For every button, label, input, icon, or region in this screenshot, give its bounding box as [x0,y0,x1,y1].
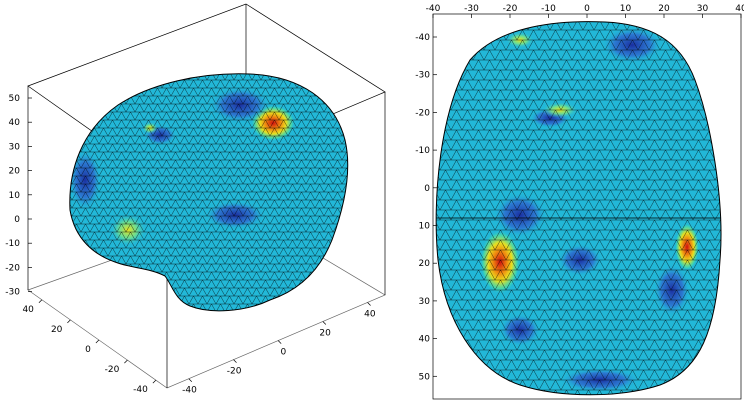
top-tick-label: 20 [658,4,670,14]
top-tick-label: 40 [735,4,744,14]
z-axis-ticks: 50 40 30 20 10 0 -10 -20 -30 [5,94,32,298]
y-tick-label: -20 [227,367,242,377]
head-surface-side [69,73,349,312]
left-tick-label: -20 [415,108,430,118]
left-axis-ticks: -40 -30 -20 -10 0 10 20 30 40 50 [415,33,437,382]
left-3d-view: 50 40 30 20 10 0 -10 -20 -30 40 20 0 -20 -40 -40 -20 0… [5,3,386,396]
top-tick-label: -10 [541,4,556,14]
head-surface-top [435,21,722,396]
left-tick-label: 40 [419,335,431,345]
left-tick-label: 0 [424,184,430,194]
left-tick-label: -30 [415,71,430,81]
left-tick-label: 20 [419,259,431,269]
top-tick-label: -40 [426,4,441,14]
y-tick-label-mark [277,340,282,344]
z-tick-label: 20 [9,167,21,177]
z-tick-label: 10 [9,191,21,201]
x-axis-ticks: 40 20 0 -20 -40 [22,299,157,395]
y-tick-label-mark [367,302,371,306]
x-tick-label: 0 [85,345,91,355]
y-tick-label: 0 [280,348,286,358]
left-tick-label: -10 [415,146,430,156]
x-tick-label: -40 [133,385,148,395]
top-tick-label: -30 [464,4,479,14]
left-tick-label: 30 [419,297,431,307]
z-tick-label: -30 [5,288,20,298]
left-tick-label: -40 [415,33,430,43]
y-tick-label-mark [233,359,237,363]
z-tick-label: 0 [14,215,20,225]
y-axis-ticks: -40 -20 0 20 40 [182,302,376,396]
top-axis-ticks: -40 -30 -20 -10 0 10 20 30 40 [426,4,744,18]
z-tick-label: -10 [5,239,20,249]
y-tick-label: -40 [182,386,197,396]
top-tick-label: 0 [584,4,590,14]
z-tick-label: 50 [9,94,21,104]
left-tick-label: 10 [419,222,431,232]
left-tick-label: 50 [419,372,431,382]
y-tick-label-mark [188,378,193,382]
z-tick-label: 30 [9,142,21,152]
x-tick-label: -20 [105,365,120,375]
x-tick-label: 40 [22,305,34,315]
y-tick-label: 20 [319,329,331,339]
right-top-view: -40 -30 -20 -10 0 10 20 30 40 -40 -30 -20 -10 0 10 20 3… [415,4,744,400]
z-tick-label: -20 [5,263,20,273]
y-tick-label-mark [322,321,327,325]
x-tick-label: 20 [51,325,63,335]
x-tick-label-mark [152,379,157,384]
x-tick-label-mark [38,299,43,304]
top-tick-label: 10 [620,4,632,14]
z-tick-label: 40 [9,118,21,128]
x-tick-label-mark [67,319,71,324]
x-tick-label-mark [95,339,100,344]
x-tick-label-mark [124,359,128,364]
top-tick-label: -20 [503,4,518,14]
y-tick-label: 40 [364,309,376,319]
top-tick-label: 30 [697,4,709,14]
